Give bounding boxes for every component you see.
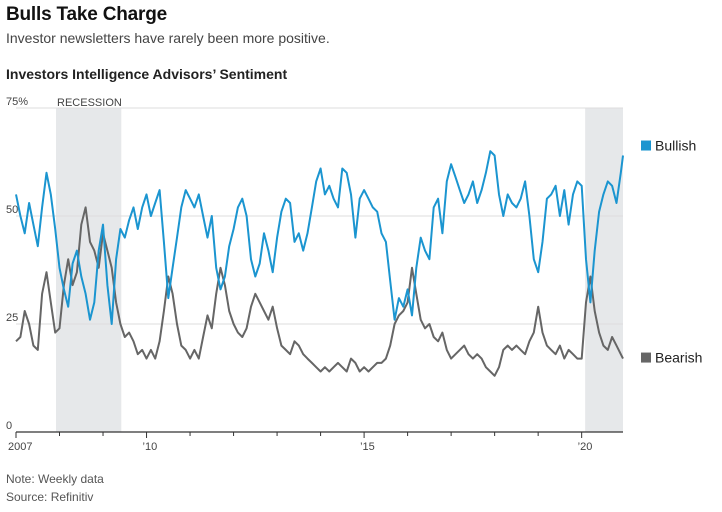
legend-swatch-bullish <box>641 140 651 151</box>
chart-title: Investors Intelligence Advisors’ Sentime… <box>6 66 288 82</box>
series-line-bearish <box>15 206 624 377</box>
series-line-bullish <box>15 150 624 325</box>
y-tick-label: 25 <box>6 312 18 324</box>
series-lines-layer <box>15 150 624 377</box>
headline: Bulls Take Charge <box>6 4 167 25</box>
y-axis-tick-labels: 75% 50 25 0 <box>6 96 28 432</box>
x-tick-label: 2007 <box>8 441 32 453</box>
subheadline: Investor newsletters have rarely been mo… <box>6 30 330 46</box>
recession-shading-layer: RECESSION <box>56 97 623 432</box>
recession-label: RECESSION <box>57 97 122 109</box>
x-tick-label: ’10 <box>143 441 158 453</box>
y-tick-label: 0 <box>6 420 12 432</box>
source-credit: Source: Refinitiv <box>6 490 94 504</box>
x-tick-label: ’20 <box>578 441 593 453</box>
x-axis: 2007 ’10 ’15 ’20 <box>8 431 623 453</box>
y-tick-label: 50 <box>6 204 18 216</box>
note: Note: Weekly data <box>6 472 104 486</box>
legend: Bullish Bearish <box>641 138 702 366</box>
legend-swatch-bearish <box>641 352 651 363</box>
legend-label-bearish: Bearish <box>655 350 702 366</box>
x-tick-label: ’15 <box>360 441 375 453</box>
y-tick-label: 75% <box>6 96 28 108</box>
gridlines-layer <box>16 107 623 325</box>
recession-band-1 <box>585 108 623 432</box>
sentiment-chart: RECESSION 75% 50 25 0 2007 ’10 ’15 ’20 Bullish… <box>6 96 702 453</box>
legend-label-bullish: Bullish <box>655 138 696 154</box>
